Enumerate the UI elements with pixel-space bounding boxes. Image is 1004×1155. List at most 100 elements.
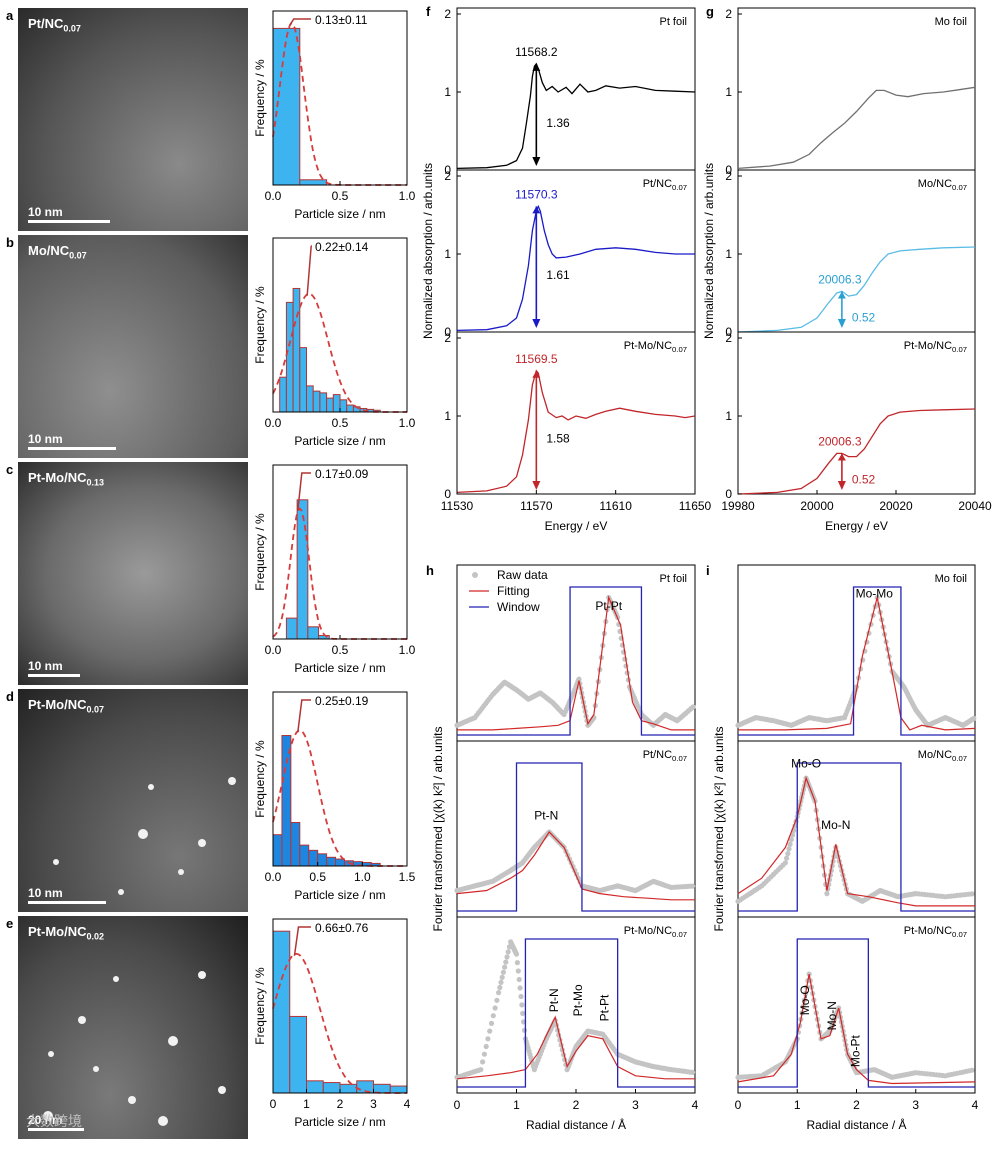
x-tick-label: 11570 — [520, 499, 553, 513]
raw-data-point — [480, 1059, 486, 1065]
histogram-bar — [322, 1082, 341, 1094]
spectrum-line — [737, 246, 976, 333]
histogram-b: 0.22±0.14 0.0 0.5 1.0 Particle size / nm Freq… — [253, 237, 416, 448]
sample-label: Mo foil — [935, 16, 967, 28]
x-tick-label: 0.5 — [332, 189, 349, 203]
panel-letter-b: b — [6, 235, 14, 250]
x-axis-label: Energy / eV — [825, 519, 888, 533]
y-axis-label: Frequency / % — [253, 513, 267, 591]
raw-data-point — [969, 1067, 975, 1073]
xanes-f: 0 1 2 Pt foil 11568.2 1.36 0 1 2 Pt/NC0.07 11570.3… — [421, 7, 712, 533]
raw-data-point — [520, 1010, 526, 1017]
x-tick-label: 11650 — [679, 499, 712, 513]
raw-data-point — [824, 891, 830, 897]
y-tick-label: 1 — [444, 247, 451, 261]
raw-data-point — [516, 976, 522, 983]
edge-energy-label: 11569.5 — [515, 352, 558, 366]
y-tick-label: 0 — [444, 163, 451, 177]
raw-data-point — [488, 1020, 495, 1026]
stem-image-d: Pt-Mo/NC0.07 10 nm — [18, 689, 248, 912]
histogram-bar — [306, 385, 314, 413]
panel-letter-i: i — [706, 563, 710, 578]
stem-sample-base: Pt/NC — [28, 16, 64, 31]
arrow-head — [532, 481, 541, 490]
x-axis-label: Particle size / nm — [294, 434, 385, 448]
exafs-subplot: Pt foil Pt-Pt Raw data Fitting Window — [454, 564, 696, 742]
histogram-bar — [285, 617, 298, 640]
window-line — [738, 938, 975, 1088]
raw-data-point — [786, 846, 792, 852]
shell-label: Pt-N — [534, 809, 558, 823]
sample-label: Mo foil — [935, 573, 967, 585]
histogram-bar — [307, 626, 320, 640]
arrow-head — [532, 206, 541, 214]
raw-data-point — [498, 979, 504, 986]
axis-frame — [737, 169, 976, 333]
raw-data-point — [788, 837, 794, 843]
raw-data-point — [576, 676, 582, 682]
histogram-bar — [326, 397, 334, 413]
histogram-bar — [339, 399, 348, 413]
stem-sample-sub: 0.02 — [86, 931, 105, 942]
x-axis-label: Radial distance / Å — [526, 1117, 626, 1132]
histogram-bar — [318, 635, 330, 640]
y-tick-label: 2 — [444, 169, 451, 183]
axis-frame — [737, 7, 976, 171]
raw-data-point — [515, 968, 521, 974]
x-tick-label: 11610 — [599, 499, 632, 513]
particle — [53, 859, 59, 865]
y-tick-label: 2 — [725, 331, 732, 345]
panel-letter-a: a — [6, 8, 14, 23]
mean-sd-annotation: 0.13±0.11 — [315, 13, 368, 27]
exafs-subplot: Pt-Mo/NC0.07 Pt-N Pt-Mo Pt-Pt — [454, 916, 696, 1094]
sample-label: Mo/NC0.07 — [918, 749, 967, 763]
spectrum-line — [456, 369, 696, 494]
histogram-bar — [292, 287, 301, 413]
histogram-d: 0.25±0.19 0.0 0.5 1.0 1.5 Particle size / nm F… — [253, 691, 416, 902]
annotation-bracket — [297, 472, 311, 511]
spectrum-line — [737, 408, 976, 495]
x-tick-label: 4 — [972, 1098, 979, 1112]
y-tick-label: 1 — [444, 409, 451, 423]
stem-sample-base: Pt-Mo/NC — [28, 697, 87, 712]
histogram-bar — [389, 1085, 408, 1094]
histogram-bar — [346, 404, 354, 413]
x-tick-label: 1 — [513, 1098, 520, 1112]
raw-data-point — [492, 1005, 498, 1011]
histogram-bar — [285, 301, 294, 413]
particle — [113, 976, 119, 982]
stem-image-e: Pt-Mo/NC0.02 20 nm 大数跨境 — [18, 916, 248, 1139]
shell-label: Pt-Mo — [571, 984, 585, 1016]
particle — [128, 1096, 136, 1104]
x-tick-label: 4 — [404, 1097, 411, 1111]
particle — [148, 784, 154, 790]
raw-data-point — [787, 841, 793, 847]
stem-image-c: Pt-Mo/NC0.13 10 nm — [18, 462, 248, 685]
y-axis-label: Fourier transformed [χ(k) k²] / arb.unit… — [431, 726, 445, 931]
particle — [158, 1116, 168, 1126]
histogram-bar — [279, 376, 287, 413]
y-axis-label: Normalized absorption / arb.units — [702, 163, 716, 339]
window-line — [457, 762, 695, 912]
histogram-bar — [272, 834, 283, 867]
xanes-subplot: 0 1 2 Mo/NC0.07 20006.3 0.52 — [725, 169, 976, 339]
stem-sample-sub: 0.07 — [86, 704, 105, 715]
raw-data-point — [503, 959, 509, 965]
stem-sample-base: Pt-Mo/NC — [28, 470, 87, 485]
particle — [48, 1051, 54, 1057]
sample-label: Pt foil — [659, 16, 687, 28]
fitting-line — [738, 597, 976, 731]
x-tick-label: 0.5 — [332, 416, 349, 430]
x-tick-label: 2 — [573, 1098, 580, 1112]
histogram-bar — [332, 394, 341, 413]
y-axis-label: Frequency / % — [253, 740, 267, 818]
fitting-line — [457, 595, 695, 731]
histogram-bar — [306, 1080, 324, 1094]
particle — [198, 839, 206, 847]
histogram-bar — [339, 1083, 358, 1094]
exafs-i: Mo foilMo-MoMo/NC0.07Mo-OMo-NPt-Mo/NC0.0… — [712, 564, 979, 1132]
scale-bar — [28, 674, 80, 677]
x-tick-label: 0.5 — [309, 870, 326, 884]
scale-bar — [28, 447, 116, 450]
xanes-g: 0 1 2 Mo foil 0 1 2 Mo/NC0.07 20006.3 0.52 0 1 2 Pt-M… — [702, 7, 992, 533]
